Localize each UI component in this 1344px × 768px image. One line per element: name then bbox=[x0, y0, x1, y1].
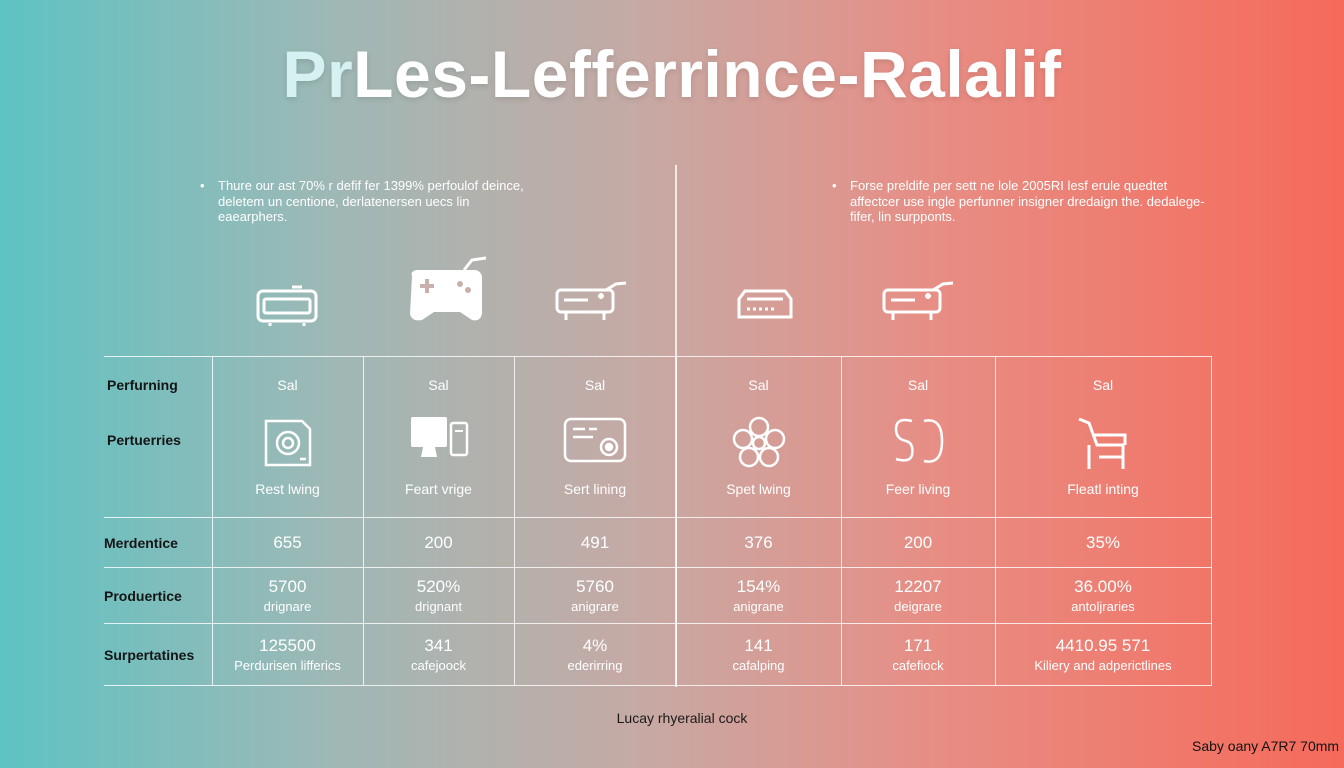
sal-label: Sal bbox=[748, 377, 769, 393]
cell-value: 341 bbox=[424, 636, 453, 655]
table-cell: 12207 deigrare bbox=[840, 567, 996, 624]
projector-icon bbox=[256, 285, 318, 332]
cell-sub: cafejoock bbox=[411, 658, 466, 673]
cell-value: 125500 bbox=[259, 636, 316, 655]
row-label-cell: Perfurning Pertuerries bbox=[104, 356, 213, 518]
camera-icon bbox=[262, 415, 314, 474]
printer-icon bbox=[554, 280, 628, 329]
note-left-text: Thure our ast 70% r defif fer 1399% perf… bbox=[218, 178, 524, 224]
item-label: Feart vrige bbox=[405, 481, 472, 497]
sal-label: Sal bbox=[428, 377, 449, 393]
cell-sub: antoljraries bbox=[1071, 599, 1135, 614]
note-left: • Thure our ast 70% r defif fer 1399% pe… bbox=[200, 178, 528, 225]
item-label: Feer living bbox=[885, 481, 951, 497]
table-cell: 200 bbox=[362, 517, 515, 568]
cell-sub: Kiliery and adperictlines bbox=[1034, 658, 1172, 673]
note-left-bullet: • bbox=[200, 178, 205, 193]
note-right-text: Forse preldife per sett ne lole 2005RI l… bbox=[850, 178, 1205, 224]
table-cell: 125500 Perdurisen lifferics bbox=[211, 623, 364, 686]
table-cell: 5760 anigrare bbox=[513, 567, 677, 624]
cell-sub: anigrare bbox=[571, 599, 619, 614]
page-title: PrLes-Lefferrince-Ralalif bbox=[0, 36, 1344, 112]
row-label-pertuerries: Pertuerries bbox=[107, 432, 181, 448]
cell-sub: deigrare bbox=[894, 599, 942, 614]
printer-icon-2 bbox=[881, 280, 955, 329]
note-right-bullet: • bbox=[832, 178, 837, 193]
cell-value: 12207 bbox=[894, 577, 942, 596]
table-cell: 655 bbox=[211, 517, 364, 568]
table-cell: 171 cafefiock bbox=[840, 623, 996, 686]
table-cell: Sal Spet lwing bbox=[675, 356, 842, 518]
cell-sub: cafalping bbox=[732, 658, 785, 673]
cell-value: 141 bbox=[744, 636, 773, 655]
gamepad-icon bbox=[406, 256, 488, 329]
item-label: Sert lining bbox=[563, 481, 627, 497]
row-label-merdentice: Merdentice bbox=[104, 517, 213, 568]
table-row: Produertice 5700 drignare 520% drignant 57… bbox=[104, 567, 1212, 624]
table-cell: 5700 drignare bbox=[211, 567, 364, 624]
table-cell: Sal Sert lining bbox=[513, 356, 677, 518]
table-row: Surpertatines 125500 Perdurisen lifferics… bbox=[104, 623, 1212, 686]
row-label-perfurning: Perfurning bbox=[107, 377, 178, 393]
cell-value: 4% bbox=[582, 636, 608, 655]
sal-label: Sal bbox=[584, 377, 606, 393]
cell-sub: cafefiock bbox=[892, 658, 944, 673]
cell-sub: drignant bbox=[415, 599, 462, 614]
cell-value: 36.00% bbox=[1074, 577, 1132, 596]
title-rest: Les-Lefferrince-Ralalif bbox=[353, 37, 1062, 111]
symbol-icon bbox=[890, 415, 946, 472]
table-cell: Sal Fleatl inting bbox=[994, 356, 1212, 518]
table-cell: Sal Rest lwing bbox=[211, 356, 364, 518]
cell-value: 171 bbox=[903, 636, 933, 655]
cell-value: 4410.95 571 bbox=[1055, 636, 1151, 655]
item-label: Fleatl inting bbox=[1067, 481, 1139, 497]
cell-sub: ederirring bbox=[567, 658, 623, 673]
table-cell: 376 bbox=[675, 517, 842, 568]
table-cell: 36.00% antoljraries bbox=[994, 567, 1212, 624]
table-row: Perfurning Pertuerries Sal Rest lwing Sa… bbox=[104, 356, 1212, 518]
table-cell: 35% bbox=[994, 517, 1212, 568]
cell-value: 154% bbox=[736, 577, 781, 596]
cell-value: 5760 bbox=[576, 577, 614, 596]
router-icon bbox=[737, 283, 793, 326]
table-cell: 4% ederirring bbox=[513, 623, 677, 686]
item-label: Spet lwing bbox=[726, 481, 791, 497]
cell-sub: drignare bbox=[263, 599, 312, 614]
row-label-surpertatines: Surpertatines bbox=[104, 623, 213, 686]
table-cell: Sal Feart vrige bbox=[362, 356, 515, 518]
table-cell: Sal Feer living bbox=[840, 356, 996, 518]
comparison-table: Perfurning Pertuerries Sal Rest lwing Sa… bbox=[104, 356, 1212, 686]
row-label-produertice: Produertice bbox=[104, 567, 213, 624]
table-cell: 341 cafejoock bbox=[362, 623, 515, 686]
device-icon bbox=[563, 415, 627, 470]
table-cell: 154% anigrane bbox=[675, 567, 842, 624]
sal-label: Sal bbox=[907, 377, 929, 393]
cell-value: 520% bbox=[416, 577, 461, 596]
item-label: Rest lwing bbox=[255, 481, 320, 497]
flower-icon bbox=[731, 415, 787, 474]
sal-label: Sal bbox=[277, 377, 298, 393]
sal-label: Sal bbox=[1092, 377, 1114, 393]
cell-value: 5700 bbox=[268, 577, 307, 596]
cell-sub: Perdurisen lifferics bbox=[234, 658, 341, 673]
note-right: • Forse preldife per sett ne lole 2005RI… bbox=[832, 178, 1210, 225]
cell-sub: anigrane bbox=[733, 599, 784, 614]
table-cell: 4410.95 571 Kiliery and adperictlines bbox=[994, 623, 1212, 686]
table-cell: 200 bbox=[840, 517, 996, 568]
camera-credit: Saby oany A7R7 70mm bbox=[1192, 738, 1340, 754]
table-cell: 520% drignant bbox=[362, 567, 515, 624]
title-prefix: Pr bbox=[282, 37, 354, 111]
chair-icon bbox=[1075, 415, 1131, 476]
table-row: Merdentice 655 200 491 376 200 35% bbox=[104, 517, 1212, 568]
table-cell: 491 bbox=[513, 517, 677, 568]
computer-icon bbox=[409, 415, 469, 470]
table-cell: 141 cafalping bbox=[675, 623, 842, 686]
footer-caption: Lucay rhyeralial cock bbox=[616, 710, 748, 726]
